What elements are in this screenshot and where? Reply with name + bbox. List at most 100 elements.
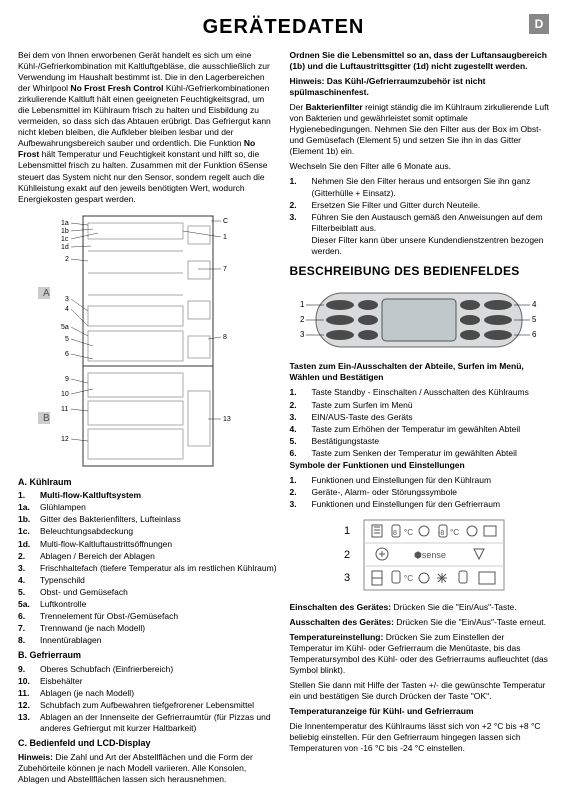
note-label: Hinweis: bbox=[18, 752, 53, 762]
list-num: 6. bbox=[290, 448, 306, 459]
list-num: 6. bbox=[18, 611, 34, 622]
svg-text:1c: 1c bbox=[61, 236, 69, 243]
dishwasher-hinweis: Hinweis: Das Kühl-/Gefrierraumzubehör is… bbox=[290, 76, 550, 98]
list-text: Geräte-, Alarm- oder Störungssymbole bbox=[312, 487, 458, 498]
list-num: 1. bbox=[290, 475, 306, 486]
list-text: Obst- und Gemüsefach bbox=[40, 587, 128, 598]
list-num: 1b. bbox=[18, 514, 34, 525]
tasten-list: 1. Taste Standby - Einschalten / Ausschal… bbox=[290, 387, 550, 458]
filter-steps-list: 1. Nehmen Sie den Filter heraus und entso… bbox=[290, 176, 550, 233]
list-num: 1a. bbox=[18, 502, 34, 513]
list-text: Multi-flow-Kaltluftaustrittsöffnungen bbox=[40, 539, 172, 550]
ausschalten-paragraph: Ausschalten des Gerätes: Drücken Sie die… bbox=[290, 617, 550, 628]
list-num: 5. bbox=[290, 436, 306, 447]
list-num: 8. bbox=[18, 635, 34, 646]
list-num: 1. bbox=[290, 176, 306, 198]
list-text: Gitter des Bakterienfilters, Lufteinlass bbox=[40, 514, 181, 525]
svg-text:11: 11 bbox=[61, 406, 68, 413]
gefrierraum-list: 9.Oberes Schubfach (Einfrierbereich) 10.… bbox=[18, 664, 278, 734]
list-num: 5. bbox=[18, 587, 34, 598]
svg-text:9: 9 bbox=[65, 376, 69, 383]
list-text: Schubfach zum Aufbewahren tiefgefrorener… bbox=[40, 700, 254, 711]
anzeige-text: Die Innentemperatur des Kühlraums lässt … bbox=[290, 721, 550, 754]
control-panel-diagram: 1 2 3 4 5 6 bbox=[294, 285, 544, 355]
svg-text:13: 13 bbox=[223, 416, 231, 423]
svg-text:°C: °C bbox=[450, 528, 459, 537]
svg-text:10: 10 bbox=[61, 391, 69, 398]
list-text: Taste Standby - Einschalten / Ausschalte… bbox=[312, 387, 529, 398]
list-num: 4. bbox=[290, 424, 306, 435]
right-column: Ordnen Sie die Lebensmittel so an, dass … bbox=[290, 50, 550, 789]
list-num: 2. bbox=[18, 551, 34, 562]
list-text: Glühlampen bbox=[40, 502, 86, 513]
svg-text:2: 2 bbox=[300, 315, 305, 324]
list-text: Trennwand (je nach Modell) bbox=[40, 623, 145, 634]
list-num: 4. bbox=[18, 575, 34, 586]
list-num: 3. bbox=[290, 212, 306, 234]
list-num: 1d. bbox=[18, 539, 34, 550]
list-num: 3. bbox=[18, 563, 34, 574]
list-num: 1. bbox=[290, 387, 306, 398]
list-text: Taste zum Senken der Temperatur im gewäh… bbox=[312, 448, 517, 459]
tasten-title: Tasten zum Ein-/Ausschalten der Abteile,… bbox=[290, 361, 550, 383]
list-text: Bestätigungstaste bbox=[312, 436, 380, 447]
list-text: EIN/AUS-Taste des Geräts bbox=[312, 412, 413, 423]
list-text: Trennelement für Obst-/Gemüsefach bbox=[40, 611, 178, 622]
list-text: Innentürablagen bbox=[40, 635, 101, 646]
bakterien-bold: Bakterienfilter bbox=[306, 102, 363, 112]
temp-paragraph2: Stellen Sie dann mit Hilfe der Tasten +/… bbox=[290, 680, 550, 702]
svg-text:-8: -8 bbox=[438, 530, 444, 537]
svg-text:1: 1 bbox=[223, 234, 227, 241]
list-text: Taste zum Erhöhen der Temperatur im gewä… bbox=[312, 424, 521, 435]
list-text: Ablagen an der Innenseite der Gefrierrau… bbox=[40, 712, 278, 734]
left-column: Bei dem von Ihnen erworbenen Gerät hande… bbox=[18, 50, 278, 789]
two-column-layout: Bei dem von Ihnen erworbenen Gerät hande… bbox=[18, 50, 549, 789]
svg-text:°C: °C bbox=[404, 528, 413, 537]
list-num: 2. bbox=[290, 400, 306, 411]
svg-text:5: 5 bbox=[65, 336, 69, 343]
svg-text:8: 8 bbox=[223, 334, 227, 341]
list-num: 9. bbox=[18, 664, 34, 675]
svg-text:2: 2 bbox=[344, 549, 350, 561]
symbols-diagram: 1 2 3 8 °C -8 °C ⬢sense bbox=[324, 516, 514, 596]
list-text: Ablagen / Bereich der Ablagen bbox=[40, 551, 155, 562]
list-num: 3. bbox=[290, 412, 306, 423]
svg-text:5: 5 bbox=[532, 315, 537, 324]
intro-text: Bei dem von Ihnen erworbenen Gerät hande… bbox=[18, 50, 278, 205]
filter-service-note: Dieser Filter kann über unsere Kundendie… bbox=[290, 235, 550, 257]
symbole-title: Symbole der Funktionen und Einstellungen bbox=[290, 460, 550, 471]
list-num: 7. bbox=[18, 623, 34, 634]
bedienfeld-c-title: C. Bedienfeld und LCD-Display bbox=[18, 738, 278, 750]
list-text: Luftkontrolle bbox=[40, 599, 86, 610]
gefrierraum-title: B. Gefrierraum bbox=[18, 650, 278, 662]
list-text: Ersetzen Sie Filter und Gitter durch Neu… bbox=[312, 200, 481, 211]
svg-text:°C: °C bbox=[404, 574, 413, 583]
list-text: Ablagen (je nach Modell) bbox=[40, 688, 134, 699]
list-num: 1c. bbox=[18, 526, 34, 537]
list-text: Multi-flow-Kaltluftsystem bbox=[40, 490, 141, 501]
list-text: Typenschild bbox=[40, 575, 85, 586]
svg-text:2: 2 bbox=[65, 256, 69, 263]
svg-text:3: 3 bbox=[65, 296, 69, 303]
bedienfeld-c-note: Hinweis: Die Zahl und Art der Abstellflä… bbox=[18, 752, 278, 785]
svg-text:4: 4 bbox=[532, 300, 537, 309]
list-text: Frischhaltefach (tiefere Temperatur als … bbox=[40, 563, 277, 574]
einschalten-paragraph: Einschalten des Gerätes: Drücken Sie die… bbox=[290, 602, 550, 613]
einschalten-label: Einschalten des Gerätes: bbox=[290, 602, 392, 612]
fridge-diagram: A B 1a 1b 1c 1d 2 3 4 5a 5 6 9 10 11 12 bbox=[23, 211, 273, 471]
order-instruction: Ordnen Sie die Lebensmittel so an, dass … bbox=[290, 50, 550, 72]
list-text: Funktionen und Einstellungen für den Küh… bbox=[312, 475, 492, 486]
temp-paragraph: Temperatureinstellung: Drücken Sie zum E… bbox=[290, 632, 550, 676]
language-badge: D bbox=[529, 14, 549, 34]
ausschalten-label: Ausschalten des Gerätes: bbox=[290, 617, 394, 627]
list-num: 1. bbox=[18, 490, 34, 501]
list-text: Nehmen Sie den Filter heraus und entsorg… bbox=[312, 176, 550, 198]
list-num: 13. bbox=[18, 712, 34, 734]
svg-text:1: 1 bbox=[344, 525, 350, 537]
kuhlraum-title: A. Kühlraum bbox=[18, 477, 278, 489]
bakterien-paragraph: Der Bakterienfilter reinigt ständig die … bbox=[290, 102, 550, 157]
svg-text:4: 4 bbox=[65, 306, 69, 313]
kuhlraum-list: 1. Multi-flow-Kaltluftsystem 1a. Glühlampe… bbox=[18, 490, 278, 646]
list-text: Taste zum Surfen im Menü bbox=[312, 400, 413, 411]
list-num: 2. bbox=[290, 200, 306, 211]
